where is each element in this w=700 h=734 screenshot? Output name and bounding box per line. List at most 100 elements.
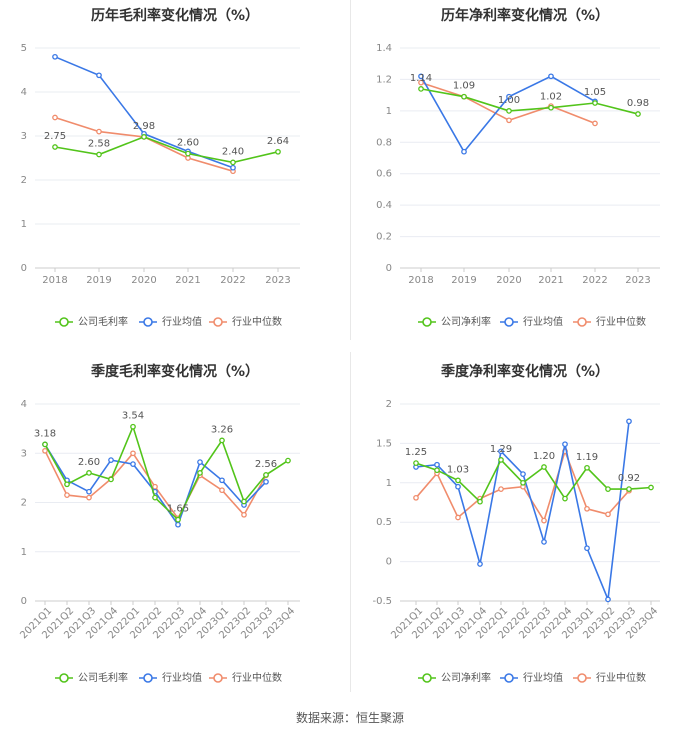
yearly-net-series-point-2: [418, 79, 424, 86]
quarterly-gross-legend-label: 行业均值: [162, 671, 202, 684]
quarterly-net-data-label: 1.20: [533, 451, 555, 462]
quarterly-gross-title: 季度毛利率变化情况（%）: [90, 363, 259, 380]
yearly-net-legend-label: 行业均值: [523, 315, 563, 328]
quarterly-gross-ytick-label: 3: [21, 448, 27, 459]
yearly-net-ytick-label: 0.4: [376, 200, 392, 211]
quarterly-net-series-point-1: [605, 596, 611, 603]
quarterly-net-series-point-2: [413, 494, 419, 501]
quarterly-gross-series-point-2: [42, 447, 48, 454]
yearly-net-xtick-label: 2020: [496, 275, 521, 286]
quarterly-net-series-point-0: [520, 479, 526, 486]
quarterly-net-series-point-2: [584, 505, 590, 512]
quarterly-net-data-label: 1.25: [405, 447, 427, 458]
yearly-net-legend-label: 公司净利率: [441, 315, 491, 328]
quarterly-net-series-point-0: [477, 498, 483, 505]
quarterly-net-series-point-0: [541, 464, 547, 470]
yearly-gross-data-label: 2.64: [267, 136, 289, 147]
yearly-gross-legend-marker: [143, 317, 153, 327]
quarterly-net-series-point-1: [626, 418, 632, 425]
quarterly-gross-series-point-0: [108, 476, 114, 483]
quarterly-net-series-point-1: [455, 483, 461, 490]
quarterly-gross-series-point-0: [285, 457, 291, 464]
yearly-net-series-point-1: [461, 148, 467, 155]
yearly-net-data-label: 1.05: [584, 87, 606, 98]
quarterly-net-series-point-1: [477, 561, 483, 567]
quarterly-gross-series-point-1: [197, 459, 203, 465]
yearly-net-series-point-0: [548, 104, 554, 111]
yearly-gross-series-point-0: [52, 144, 58, 150]
quarterly-gross-legend-label: 行业中位数: [232, 671, 282, 684]
yearly-gross-ytick-label: 4: [21, 87, 27, 98]
quarterly-gross-series-point-2: [241, 511, 247, 518]
yearly-net-series-point-2: [506, 117, 512, 124]
quarterly-net-legend-label: 行业中位数: [596, 671, 646, 684]
quarterly-gross-series-point-1: [130, 461, 136, 467]
quarterly-net-series-point-0: [605, 486, 611, 492]
quarterly-gross-data-label: 3.54: [122, 411, 144, 422]
quarterly-net-series-point-0: [455, 477, 461, 484]
yearly-gross-legend-label: 行业均值: [162, 315, 202, 328]
yearly-net-data-label: 1.14: [410, 73, 432, 84]
quarterly-gross-data-label: 3.26: [211, 424, 233, 435]
quarterly-net-series-point-0: [562, 495, 568, 502]
quarterly-gross-series-point-0: [263, 472, 269, 478]
quarterly-net-series-point-0: [584, 464, 590, 471]
quarterly-net-ytick-label: -0.5: [372, 596, 392, 607]
quarterly-gross-data-label: 2.60: [78, 457, 100, 468]
yearly-net-series-line-1: [420, 75, 596, 154]
quarterly-gross-legend-marker: [59, 673, 69, 683]
yearly-gross-series-point-0: [230, 159, 236, 166]
yearly-gross-ytick-label: 2: [21, 175, 27, 186]
source-note: 数据来源：恒生聚源: [295, 711, 404, 725]
quarterly-gross-series-point-0: [64, 481, 70, 488]
yearly-gross-legend-marker: [59, 317, 69, 327]
quarterly-net-series-point-1: [434, 461, 440, 468]
yearly-net-ytick-label: 1.2: [376, 74, 392, 85]
yearly-net-series-point-2: [592, 120, 598, 127]
quarterly-gross-series-point-1: [263, 478, 269, 485]
quarterly-gross-series-line-0: [44, 424, 289, 522]
quarterly-gross-legend-marker: [143, 673, 153, 683]
quarterly-gross-series-point-0: [175, 516, 181, 523]
quarterly-net-series-point-0: [648, 484, 654, 491]
yearly-net-data-label: 1.00: [498, 95, 520, 106]
quarterly-net-series-point-1: [584, 545, 590, 552]
yearly-net-ytick-label: 0.2: [376, 232, 392, 243]
quarterly-net-series-point-0: [434, 467, 440, 474]
quarterly-gross-series-point-0: [130, 423, 136, 430]
quarterly-net-series-point-0: [413, 460, 419, 466]
quarterly-net-series-point-1: [541, 539, 547, 545]
yearly-gross-ytick-label: 5: [21, 43, 27, 54]
quarterly-net-data-label: 1.03: [447, 464, 469, 475]
yearly-net-series-line-0: [420, 88, 639, 115]
vertical-divider: [350, 0, 351, 340]
yearly-gross-series-point-2: [52, 114, 58, 121]
yearly-net-legend-label: 行业中位数: [596, 315, 646, 328]
yearly-gross-data-label: 2.58: [88, 138, 110, 149]
yearly-gross-legend-label: 公司毛利率: [78, 315, 128, 328]
quarterly-gross-ytick-label: 1: [21, 547, 27, 558]
yearly-net-ytick-label: 0.6: [376, 169, 392, 180]
quarterly-net-series-point-2: [455, 514, 461, 521]
quarterly-gross-series-point-0: [241, 498, 247, 505]
yearly-gross-series-point-2: [185, 155, 191, 161]
quarterly-gross-ytick-label: 0: [21, 596, 27, 607]
yearly-net-xtick-label: 2019: [451, 275, 476, 286]
yearly-gross-series-point-0: [141, 134, 147, 140]
quarterly-gross-series-point-1: [86, 488, 92, 495]
yearly-net-legend-marker: [504, 317, 514, 327]
yearly-gross-series-point-0: [275, 148, 281, 155]
quarterly-gross-series-point-0: [197, 470, 203, 476]
quarterly-net-data-label: 1.29: [490, 444, 512, 455]
yearly-net-title: 历年净利率变化情况（%）: [441, 7, 609, 24]
quarterly-net-ytick-label: 0: [386, 557, 392, 568]
yearly-gross-data-label: 2.40: [222, 146, 244, 157]
quarterly-gross-series-point-2: [152, 483, 158, 490]
quarterly-net-series-line-1: [415, 421, 630, 603]
quarterly-net-data-label: 1.19: [576, 452, 598, 463]
yearly-net-series-point-0: [635, 111, 641, 117]
yearly-net-legend-marker: [577, 317, 587, 327]
quarterly-net-ytick-label: 1.5: [376, 438, 392, 449]
yearly-gross-xtick-label: 2023: [265, 275, 290, 286]
yearly-net-series-point-0: [461, 93, 467, 100]
